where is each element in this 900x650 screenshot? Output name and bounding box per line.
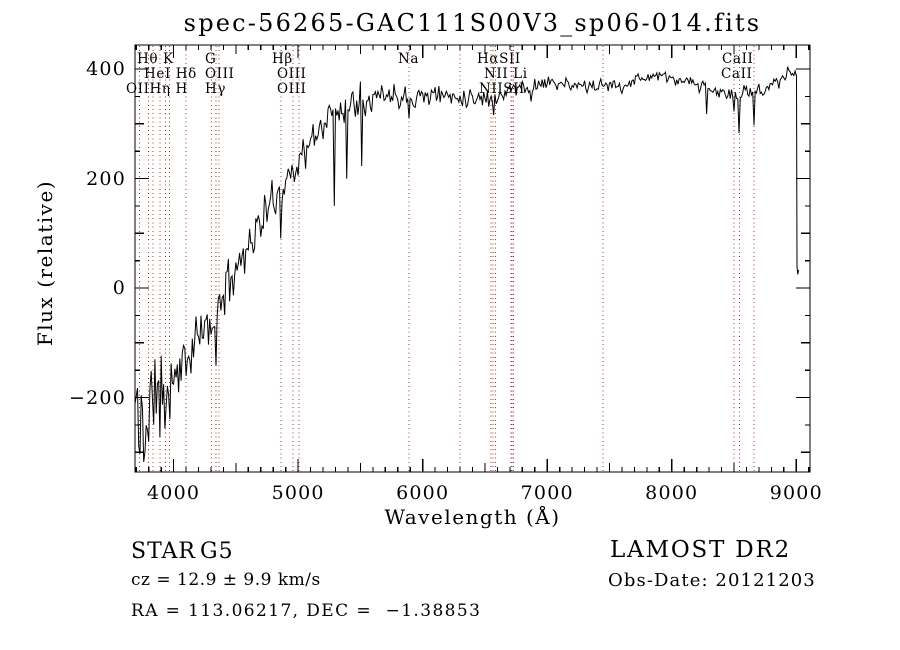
spectral-line-label: HeI Hδ [144,66,197,82]
spectral-line-label: OIII [277,66,307,82]
cz-velocity-label: cz = 12.9 ± 9.9 km/s [131,570,321,590]
plot-title: spec-56265-GAC111S00V3_sp06-014.fits [183,9,762,37]
object-class-label: STAR [131,539,196,564]
spectral-line-label: CaII [721,66,753,82]
spectral-line-label: OIII [277,81,307,97]
spectral-line-label: Na [398,51,420,67]
y-tick-label: 200 [86,167,126,190]
spectral-line-label: G [205,51,217,67]
y-tick-label: 0 [112,277,126,300]
y-tick-label: −200 [69,386,126,409]
ra-dec-label: RA = 113.06217, DEC = −1.38853 [131,601,482,621]
spectral-line-label: OIIHη H [126,81,188,97]
spectral-line-label: NIISII [479,81,525,97]
spectral-line-label: NII Li [484,66,528,82]
x-tick-label: 4000 [147,482,201,504]
x-tick-label: 7000 [520,482,574,504]
spectral-line-label: Hγ [205,81,227,97]
survey-label: LAMOST DR2 [610,537,792,563]
x-tick-label: 9000 [769,482,823,504]
x-tick-label: 5000 [271,482,325,504]
spectral-line-label: Hβ [272,51,293,67]
y-tick-label: 400 [86,58,126,81]
spectral-line-label: CaII [722,51,754,67]
spectral-line-label: OIII [205,66,235,82]
y-axis-title: Flux (relative) [33,179,57,347]
x-tick-label: 6000 [396,482,450,504]
spectral-line-label: Hθ K [137,51,174,67]
x-tick-label: 8000 [645,482,699,504]
x-axis-title: Wavelength (Å) [384,505,561,529]
subclass-label: G5 [200,539,234,564]
obs-date-label: Obs-Date: 20121203 [608,570,816,591]
spectral-line-label: HαSII [477,51,521,67]
